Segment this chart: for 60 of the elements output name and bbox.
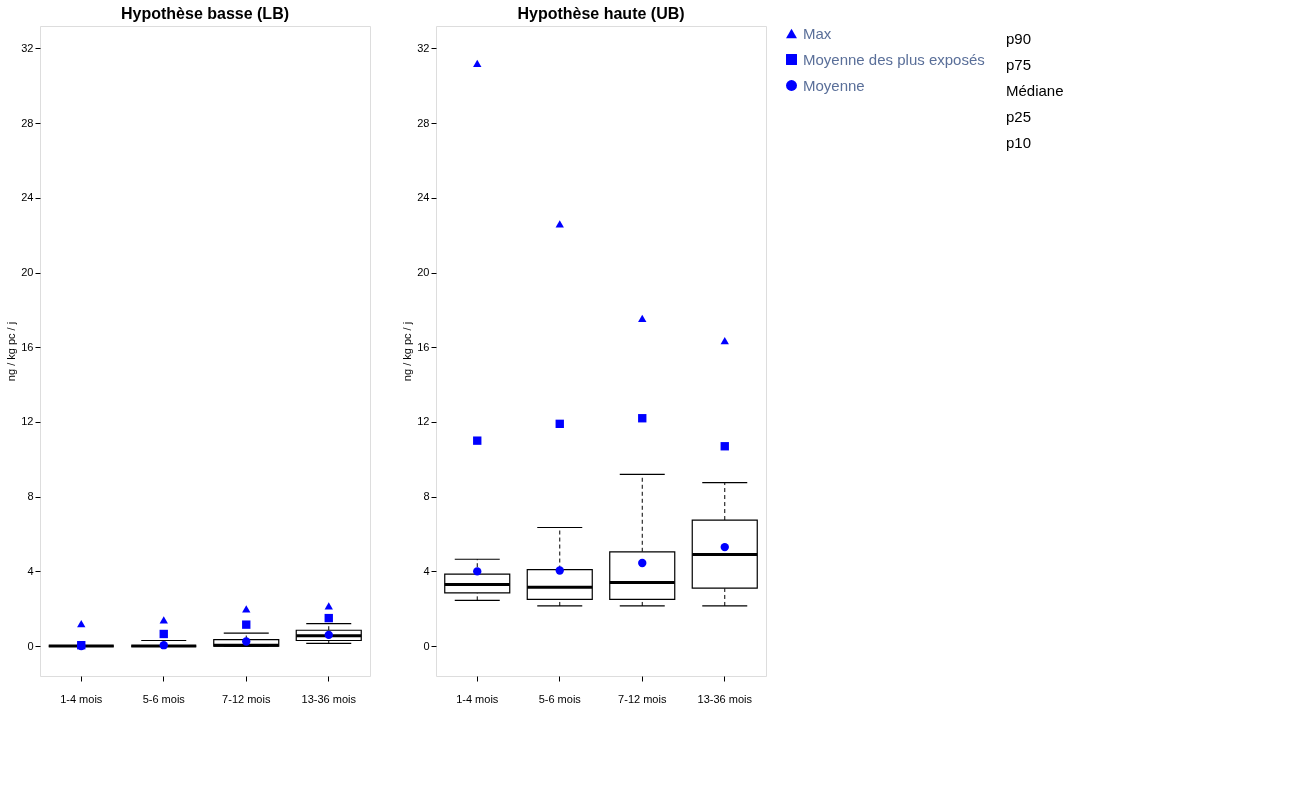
point: [720, 542, 729, 552]
y-tick-label: 0: [27, 639, 34, 652]
y-axis-title: ng / kg pc / j: [5, 321, 18, 382]
y-tick-label: 32: [417, 41, 430, 54]
point: [638, 314, 647, 322]
y-tick-label: 12: [21, 415, 34, 428]
y-tick-label: 4: [423, 564, 430, 577]
text: p10: [1006, 134, 1032, 151]
text: p25: [1006, 108, 1032, 125]
text: Médiane: [1006, 82, 1064, 99]
point: [720, 337, 729, 345]
y-tick-label: 24: [417, 191, 430, 204]
chart-title: Hypothèse basse (LB): [120, 5, 290, 22]
y-tick-label: 12: [417, 415, 430, 428]
point: [473, 567, 482, 576]
x-tick-label: 13-36 mois: [697, 692, 753, 705]
x-tick-label: 7-12 mois: [618, 692, 667, 705]
y-tick-label: 8: [423, 490, 430, 503]
y-tick-label: 8: [27, 490, 34, 503]
y-axis-title: ng / kg pc / j: [401, 321, 414, 382]
point: [638, 558, 647, 568]
y-tick-label: 16: [417, 340, 430, 353]
point: [555, 419, 564, 429]
x-tick-label: 1-4 mois: [60, 692, 103, 705]
y-tick-label: 0: [423, 639, 430, 652]
point: [77, 620, 86, 628]
point: [242, 637, 251, 646]
point: [555, 220, 564, 228]
y-tick-label: 4: [27, 564, 34, 577]
point: [159, 641, 168, 650]
y-tick-label: 24: [21, 191, 34, 204]
point: [555, 566, 564, 575]
point: [159, 616, 168, 624]
y-tick-label: 28: [417, 116, 430, 129]
point: [159, 629, 168, 639]
x-tick-label: 13-36 mois: [301, 692, 357, 705]
point: [324, 630, 333, 640]
y-tick-label: 28: [21, 116, 34, 129]
point: [473, 59, 482, 67]
y-tick-label: 20: [21, 266, 34, 279]
x-tick-label: 1-4 mois: [456, 692, 499, 705]
point: [324, 613, 333, 623]
y-tick-label: 20: [417, 266, 430, 279]
y-tick-label: 16: [21, 340, 34, 353]
x-tick-label: 7-12 mois: [222, 692, 271, 705]
y-tick-label: 32: [21, 41, 34, 54]
point: [324, 602, 333, 610]
point: [242, 620, 251, 629]
text: p90: [1006, 30, 1032, 47]
point: [242, 605, 251, 613]
point: [720, 442, 729, 451]
x-tick-label: 5-6 mois: [538, 692, 582, 705]
text: p75: [1006, 56, 1032, 73]
point: [638, 414, 647, 423]
chart-title: Hypothèse haute (UB): [517, 5, 685, 22]
x-tick-label: 5-6 mois: [142, 692, 186, 705]
legend-label: Moyenne des plus exposés: [803, 50, 985, 68]
point: [473, 436, 482, 445]
legend-label: Max: [803, 24, 832, 42]
legend-label: Moyenne: [803, 76, 865, 94]
